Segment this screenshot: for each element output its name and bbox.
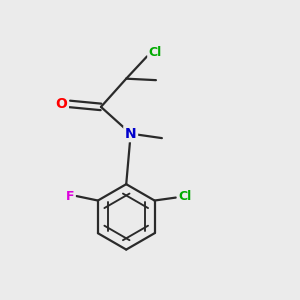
Text: Cl: Cl bbox=[149, 46, 162, 59]
Text: N: N bbox=[125, 127, 136, 141]
Text: Cl: Cl bbox=[178, 190, 191, 202]
Text: F: F bbox=[66, 190, 74, 202]
Text: O: O bbox=[56, 97, 68, 111]
